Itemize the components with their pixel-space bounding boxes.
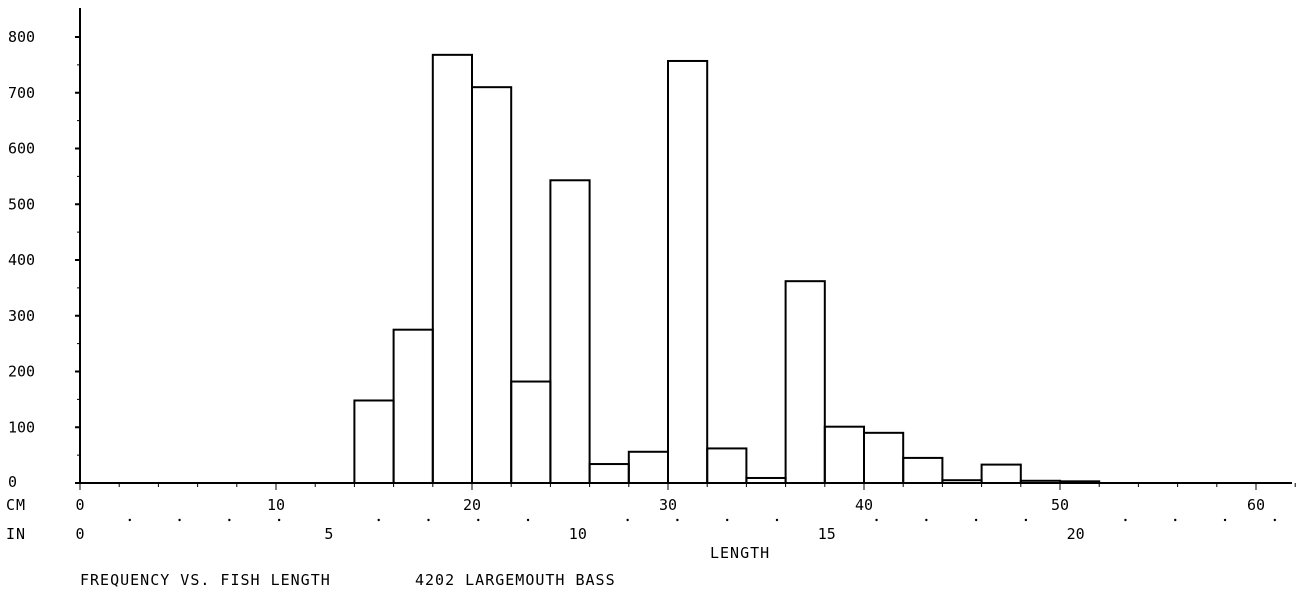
x-cm-tick-label: 40 — [855, 496, 873, 514]
x-in-minor-dot — [228, 518, 231, 522]
histogram-bar — [902, 456, 944, 485]
histogram-bar — [471, 86, 513, 485]
chart-title: FREQUENCY VS. FISH LENGTH — [80, 571, 331, 589]
histogram-bar — [549, 179, 591, 484]
histogram-bar — [980, 463, 1022, 485]
x-in-minor-dot — [775, 518, 779, 522]
x-in-tick-label: 20 — [1067, 525, 1085, 543]
x-cm-tick-label: 30 — [659, 496, 677, 514]
axis-labels: LENGTH FREQUENCY VS. FISH LENGTH 4202 LARG… — [80, 544, 770, 589]
histogram-bar — [863, 431, 905, 485]
x-in-minor-dot — [974, 518, 978, 522]
chart-subtitle: 4202 LARGEMOUTH BASS — [415, 571, 616, 589]
y-axis: 100 200 300 400 500 600 700 800 0 — [8, 8, 81, 491]
x-axis-title: LENGTH — [710, 544, 770, 562]
x-in-minor-dot — [1024, 518, 1028, 522]
histogram-bar — [941, 479, 983, 484]
histogram-bar — [1059, 480, 1101, 485]
y-tick-label: 200 — [8, 363, 35, 381]
x-in-tick-label: 10 — [569, 525, 587, 543]
histogram-bar — [823, 425, 865, 485]
x-in-minor-dot — [1174, 518, 1177, 522]
x-cm-tick-label: 20 — [463, 496, 481, 514]
x-cm-tick-label: 10 — [267, 496, 285, 514]
histogram-bar — [667, 59, 709, 484]
x-in-minor-dot — [427, 518, 430, 522]
x-unit-in-label: IN — [6, 525, 26, 543]
x-in-minor-dot — [128, 518, 131, 522]
x-in-minor-dot — [526, 518, 530, 522]
y-tick-label: 700 — [8, 84, 35, 102]
histogram-bar — [745, 476, 787, 485]
histogram-bar — [392, 328, 434, 484]
x-cm-tick-label: 50 — [1051, 496, 1069, 514]
x-in-minor-dot — [1223, 518, 1227, 522]
x-in-minor-dot — [377, 518, 380, 522]
x-in-minor-dot — [875, 518, 878, 522]
x-in-minor-dot — [676, 518, 679, 522]
x-in-minor-dot — [178, 518, 181, 522]
x-in-minor-dot — [277, 518, 281, 522]
y-tick-label: 400 — [8, 251, 35, 269]
x-axis: CM 0 10 20 30 40 50 60 IN 0 5 10 15 20 — [6, 482, 1296, 543]
x-in-tick-label: 15 — [818, 525, 836, 543]
x-in-minor-dot — [626, 518, 629, 522]
y-tick-label: 500 — [8, 195, 35, 213]
histogram-bar — [588, 463, 630, 485]
x-in-minor-dot — [477, 518, 480, 522]
x-in-tick-label: 5 — [324, 525, 333, 543]
histogram-bar — [706, 447, 748, 484]
x-in-tick-label: 0 — [75, 525, 84, 543]
x-in-minor-dot — [725, 518, 729, 522]
histogram-bar — [627, 450, 669, 484]
histogram-bar — [784, 280, 826, 484]
x-in-minor-dot — [1124, 518, 1127, 522]
x-cm-tick-label: 0 — [75, 496, 84, 514]
y-tick-label: 100 — [8, 418, 35, 436]
histogram-bar — [1019, 479, 1061, 484]
histogram-bar — [431, 53, 473, 485]
x-in-minor-dot — [925, 518, 928, 522]
x-cm-tick-label: 60 — [1247, 496, 1265, 514]
y-tick-label-zero: 0 — [8, 473, 17, 491]
histogram-bar — [353, 399, 395, 484]
y-tick-label: 300 — [8, 307, 35, 325]
x-in-minor-dot — [1273, 518, 1277, 522]
y-tick-label: 800 — [8, 28, 35, 46]
y-tick-label: 600 — [8, 140, 35, 158]
histogram-bars — [353, 53, 1101, 485]
histogram-bar — [510, 380, 552, 484]
x-unit-cm-label: CM — [6, 496, 26, 514]
